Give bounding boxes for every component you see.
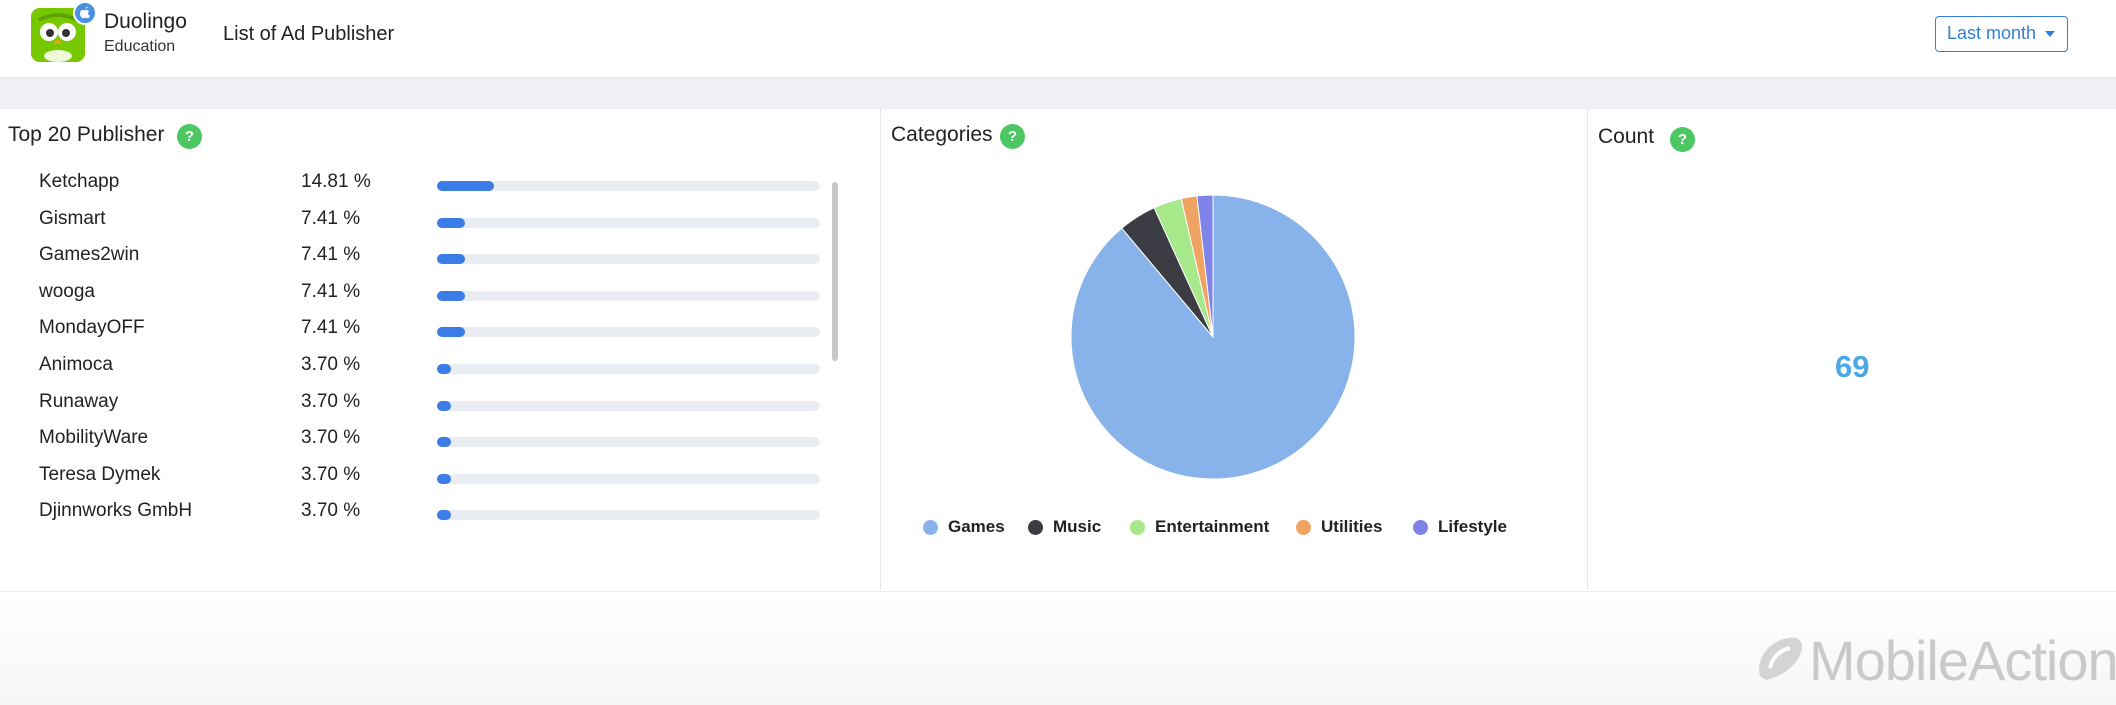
mobileaction-logo-icon bbox=[1759, 637, 1802, 680]
section-separator bbox=[0, 78, 2116, 109]
publisher-name: Animoca bbox=[39, 354, 113, 375]
help-icon[interactable]: ? bbox=[1000, 124, 1025, 149]
categories-pie-chart bbox=[1070, 194, 1356, 480]
share-bar-fill bbox=[437, 437, 452, 448]
top-publishers-panel: Top 20 Publisher ? Ketchapp 14.81 % Gismar… bbox=[0, 109, 881, 590]
legend-label: Entertainment bbox=[1155, 517, 1270, 536]
publisher-list: Ketchapp 14.81 % Gismart 7.41 % Games2win 7.4… bbox=[0, 165, 840, 525]
app-header: Duolingo Education List of Ad Publisher … bbox=[0, 0, 2116, 78]
date-range-label: Last month bbox=[1947, 23, 2037, 43]
share-bar-track bbox=[437, 473, 820, 484]
publisher-row[interactable]: MobilityWare 3.70 % bbox=[0, 421, 840, 457]
page-title: List of Ad Publisher bbox=[223, 23, 395, 45]
publisher-row[interactable]: wooga 7.41 % bbox=[0, 275, 840, 311]
legend-label: Music bbox=[1053, 517, 1102, 536]
publisher-percent: 7.41 % bbox=[301, 280, 361, 302]
share-bar-fill bbox=[437, 473, 452, 484]
legend-label: Games bbox=[948, 517, 1005, 536]
share-bar-track bbox=[437, 510, 820, 521]
panel-title-categories: Categories bbox=[891, 123, 993, 146]
publisher-name: Teresa Dymek bbox=[39, 463, 161, 485]
publisher-name: Runaway bbox=[39, 390, 119, 412]
panel-title-count: Count bbox=[1598, 125, 1655, 148]
scrollbar-thumb[interactable] bbox=[832, 182, 838, 361]
share-bar-track bbox=[437, 364, 820, 374]
legend-dot bbox=[1413, 520, 1428, 535]
caret-down-icon bbox=[2045, 31, 2055, 37]
publisher-percent: 3.70 % bbox=[301, 354, 361, 375]
legend-dot bbox=[1130, 520, 1145, 535]
publisher-name: Ketchapp bbox=[39, 171, 120, 192]
publisher-percent: 3.70 % bbox=[301, 463, 361, 485]
legend-label: Utilities bbox=[1321, 517, 1383, 536]
legend-label: Lifestyle bbox=[1438, 517, 1507, 536]
publisher-name: Gismart bbox=[39, 207, 106, 229]
app-name: Duolingo bbox=[104, 10, 187, 33]
publisher-name: MobilityWare bbox=[39, 427, 149, 449]
publisher-percent: 7.41 % bbox=[301, 207, 361, 229]
publisher-row[interactable]: Runaway 3.70 % bbox=[0, 385, 840, 421]
watermark-text: MobileAction bbox=[1809, 629, 2116, 692]
help-icon[interactable]: ? bbox=[1670, 127, 1695, 152]
legend-dot bbox=[1296, 520, 1311, 535]
share-bar-fill bbox=[437, 364, 452, 374]
publisher-percent: 7.41 % bbox=[301, 317, 361, 339]
share-bar-fill bbox=[437, 181, 494, 191]
apple-icon bbox=[73, 1, 97, 25]
share-bar-track bbox=[437, 327, 820, 338]
count-panel: Count ? 69 bbox=[1588, 109, 2116, 590]
publisher-row[interactable]: Djinnworks GmbH 3.70 % bbox=[0, 494, 840, 525]
categories-panel: Categories ? Games Music Entertainment Util… bbox=[881, 109, 1588, 590]
share-bar-track bbox=[437, 217, 820, 228]
share-bar-fill bbox=[437, 290, 466, 301]
share-bar-fill bbox=[437, 400, 452, 411]
share-bar-fill bbox=[437, 254, 466, 265]
publisher-row[interactable]: Ketchapp 14.81 % bbox=[0, 165, 840, 201]
publisher-percent: 3.70 % bbox=[301, 390, 361, 412]
publisher-percent: 14.81 % bbox=[301, 171, 371, 192]
share-bar-track bbox=[437, 290, 820, 301]
footer-area: MobileAction bbox=[0, 591, 2116, 705]
publisher-row[interactable]: Gismart 7.41 % bbox=[0, 202, 840, 238]
share-bar-fill bbox=[437, 217, 466, 228]
publisher-percent: 3.70 % bbox=[301, 500, 361, 522]
panel-title-publishers: Top 20 Publisher bbox=[8, 123, 165, 146]
mobileaction-watermark: MobileAction bbox=[1752, 628, 2116, 698]
share-bar-track bbox=[437, 400, 820, 411]
count-value: 69 bbox=[1835, 349, 1870, 384]
publisher-name: Djinnworks GmbH bbox=[39, 500, 193, 522]
share-bar-track bbox=[437, 437, 820, 448]
publisher-name: Games2win bbox=[39, 244, 140, 266]
pie-slice-lifestyle[interactable] bbox=[1196, 194, 1214, 338]
publisher-name: wooga bbox=[39, 280, 95, 302]
help-icon[interactable]: ? bbox=[177, 124, 202, 149]
share-bar-fill bbox=[437, 327, 466, 338]
share-bar-track bbox=[437, 181, 820, 191]
publisher-row[interactable]: Teresa Dymek 3.70 % bbox=[0, 458, 840, 494]
share-bar-fill bbox=[437, 510, 452, 521]
share-bar-track bbox=[437, 254, 820, 265]
publisher-row[interactable]: Animoca 3.70 % bbox=[0, 348, 840, 384]
app-category: Education bbox=[104, 38, 176, 55]
date-range-dropdown[interactable]: Last month bbox=[1935, 16, 2068, 52]
legend-dot bbox=[923, 520, 938, 535]
publisher-percent: 3.70 % bbox=[301, 427, 361, 449]
legend-dot bbox=[1028, 520, 1043, 535]
publisher-percent: 7.41 % bbox=[301, 244, 361, 266]
publisher-name: MondayOFF bbox=[39, 317, 145, 339]
publisher-row[interactable]: Games2win 7.41 % bbox=[0, 238, 840, 274]
publisher-row[interactable]: MondayOFF 7.41 % bbox=[0, 311, 840, 347]
